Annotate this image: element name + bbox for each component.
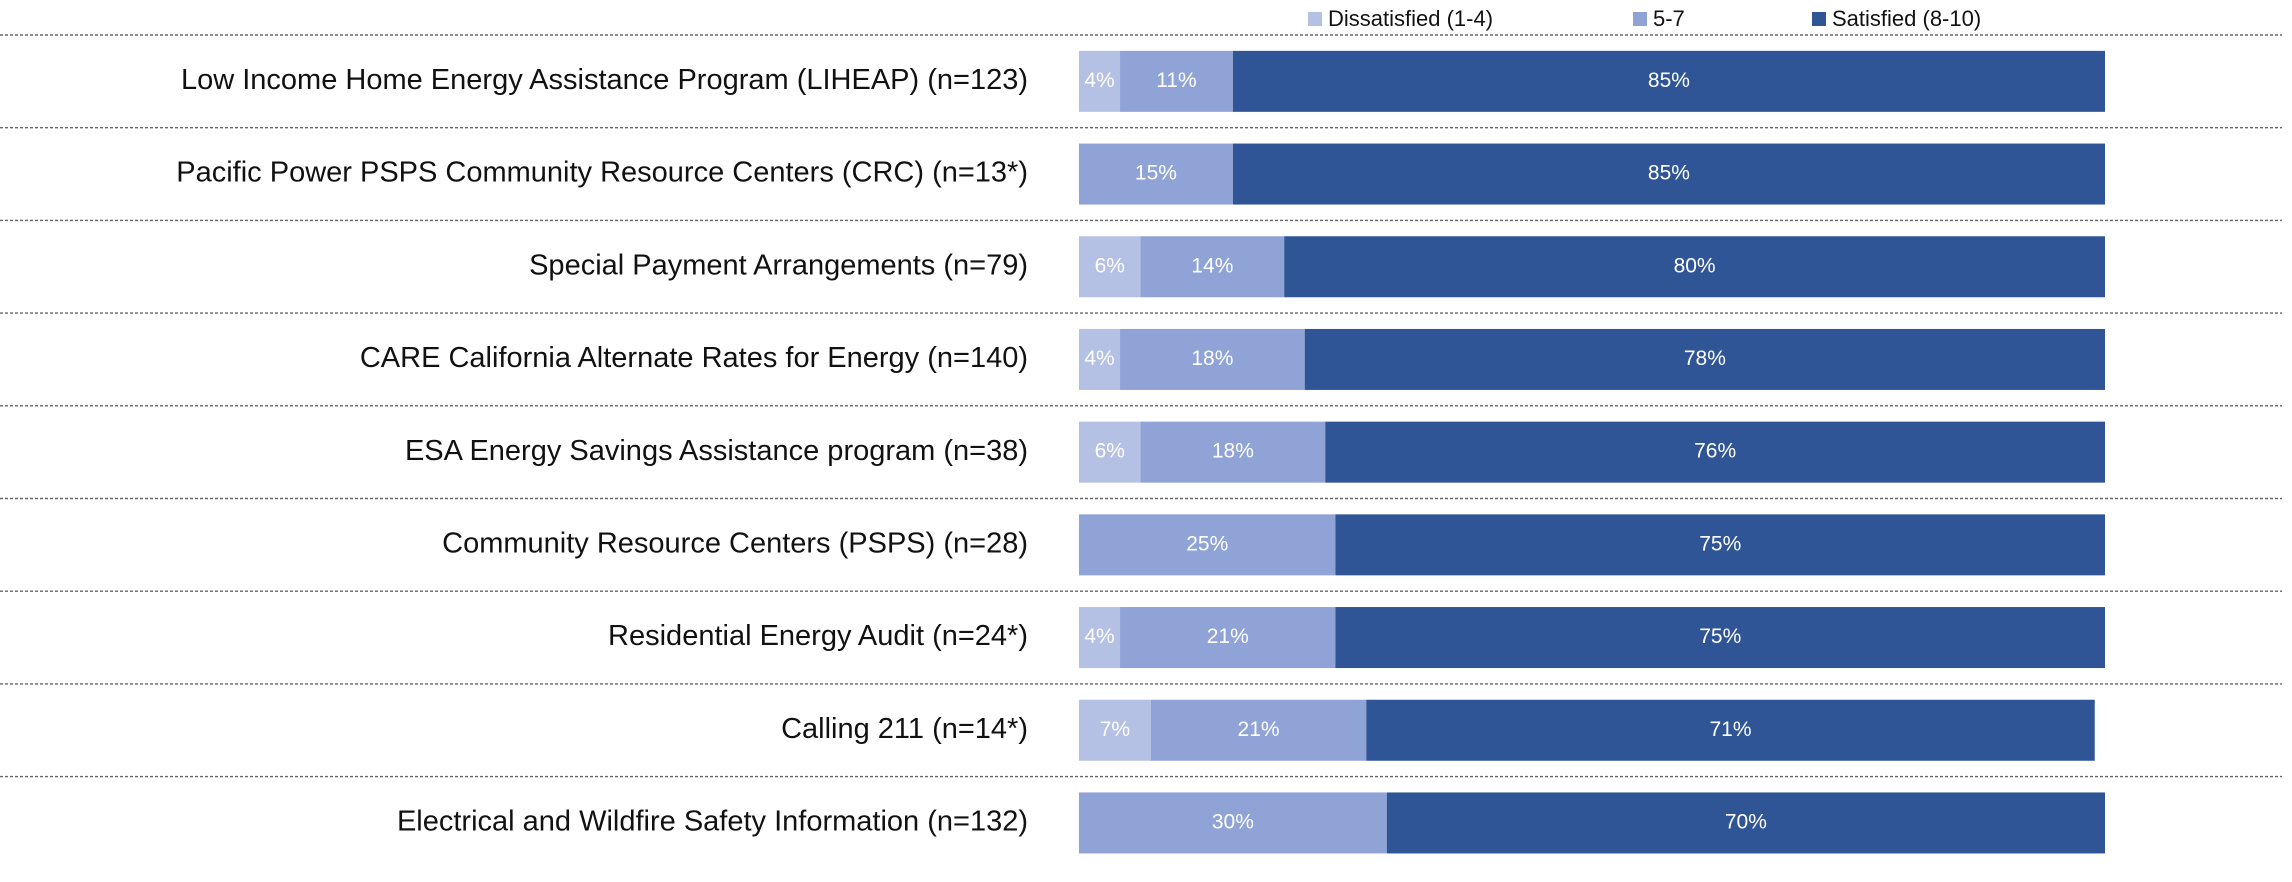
legend-label: 5-7 <box>1653 6 1685 31</box>
bar-segment <box>1386 792 2105 854</box>
bar-segment <box>1079 236 1141 298</box>
value-label: 15% <box>1135 162 1177 185</box>
value-label: 70% <box>1725 810 1767 833</box>
bar-segment <box>1120 50 1233 112</box>
value-label: 7% <box>1100 718 1130 741</box>
value-label: 71% <box>1709 718 1751 741</box>
value-label: 18% <box>1191 347 1233 370</box>
bar-segment <box>1079 328 1121 390</box>
bar-segment <box>1140 421 1326 483</box>
bar-segment <box>1335 607 2105 669</box>
bar-segment <box>1120 607 1336 669</box>
legend-label: Satisfied (8-10) <box>1832 6 1981 31</box>
bar-segment <box>1304 328 2105 390</box>
value-label: 75% <box>1699 532 1741 555</box>
value-label: 85% <box>1648 162 1690 185</box>
value-label: 4% <box>1084 625 1114 648</box>
value-label: 30% <box>1212 810 1254 833</box>
bar-segment <box>1079 50 1121 112</box>
value-label: 21% <box>1238 718 1280 741</box>
category-label: Electrical and Wildfire Safety Informati… <box>397 806 1028 838</box>
category-label: ESA Energy Savings Assistance program (n… <box>405 435 1028 467</box>
category-label: Community Resource Centers (PSPS) (n=28) <box>442 528 1028 560</box>
bar-segment <box>1325 421 2105 483</box>
bar-segment <box>1232 143 2105 205</box>
value-label: 4% <box>1084 347 1114 370</box>
value-label: 18% <box>1212 440 1254 463</box>
bar-segment <box>1140 236 1285 298</box>
value-label: 21% <box>1207 625 1249 648</box>
bar-segment <box>1079 792 1387 854</box>
bar-segment <box>1335 514 2105 576</box>
legend-swatch <box>1308 12 1322 26</box>
category-label: CARE California Alternate Rates for Ener… <box>360 342 1028 374</box>
legend-swatch <box>1812 12 1826 26</box>
value-label: 6% <box>1095 254 1125 277</box>
category-label: Pacific Power PSPS Community Resource Ce… <box>176 157 1028 189</box>
bar-segment <box>1079 421 1141 483</box>
value-label: 4% <box>1084 69 1114 92</box>
value-label: 78% <box>1684 347 1726 370</box>
bar-segment <box>1232 50 2105 112</box>
bar-segment <box>1079 514 1336 576</box>
bar-segment <box>1079 607 1121 669</box>
value-label: 11% <box>1156 69 1196 92</box>
category-label: Special Payment Arrangements (n=79) <box>529 249 1028 281</box>
value-label: 6% <box>1095 440 1125 463</box>
bar-segment <box>1120 328 1305 390</box>
bar-segment <box>1079 699 1151 761</box>
value-label: 76% <box>1694 440 1736 463</box>
value-label: 85% <box>1648 69 1690 92</box>
bar-segment <box>1079 143 1233 205</box>
value-label: 25% <box>1186 532 1228 555</box>
value-label: 14% <box>1191 254 1233 277</box>
category-label: Residential Energy Audit (n=24*) <box>608 620 1028 652</box>
value-label: 75% <box>1699 625 1741 648</box>
legend-swatch <box>1633 12 1647 26</box>
bar-segment <box>1284 236 2105 298</box>
bar-segment <box>1366 699 2095 761</box>
bar-segment <box>1150 699 1367 761</box>
legend-label: Dissatisfied (1-4) <box>1328 6 1493 31</box>
category-label: Calling 211 (n=14*) <box>781 713 1028 745</box>
value-label: 80% <box>1674 254 1716 277</box>
category-label: Low Income Home Energy Assistance Progra… <box>181 64 1028 96</box>
